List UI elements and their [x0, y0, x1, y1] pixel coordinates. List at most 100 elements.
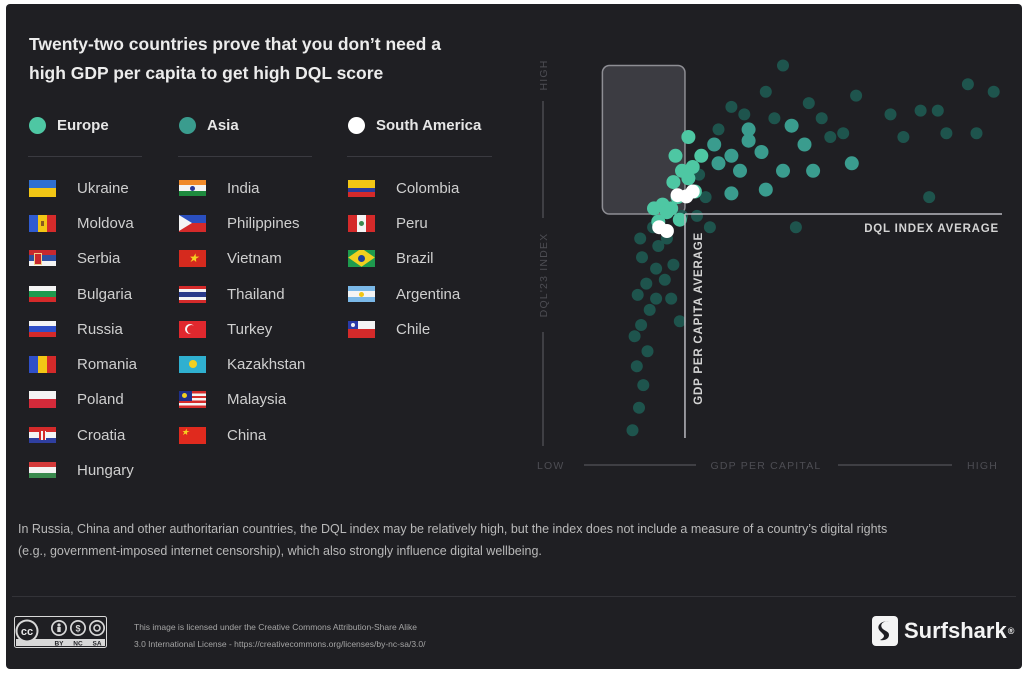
europe-dot-icon: [29, 116, 46, 134]
footnote-line-2: (e.g., government-imposed internet censo…: [18, 544, 542, 558]
point-other-countries-4: [641, 345, 654, 358]
legend-divider-europe: [28, 156, 142, 157]
legend-europe-label: Europe: [57, 116, 109, 134]
point-other-countries-22: [699, 191, 712, 204]
point-other-countries-28: [768, 112, 781, 125]
dql-average-label: DQL INDEX AVERAGE: [864, 223, 999, 235]
point-other-countries-32: [824, 131, 837, 143]
point-other-countries-2: [637, 379, 650, 392]
point-other-countries-42: [987, 85, 1000, 98]
country-label: Malaysia: [227, 390, 287, 408]
point-asia-9: [758, 182, 773, 197]
cc-nc-label: NC: [73, 640, 83, 647]
romania-flag-icon: [29, 355, 56, 373]
vietnam-flag-icon: ★: [179, 249, 206, 267]
country-serbia: Serbia: [29, 247, 120, 269]
point-other-countries-10: [650, 262, 663, 275]
serbia-flag-icon: [29, 249, 56, 267]
point-other-countries-35: [884, 108, 897, 121]
point-europe-1: [681, 130, 696, 144]
cc-logo-text: cc: [21, 626, 33, 638]
ukraine-flag-icon: [29, 179, 56, 197]
country-thailand: Thailand: [179, 283, 285, 305]
country-hungary: Hungary: [29, 459, 134, 481]
country-croatia: Croatia: [29, 424, 125, 446]
country-label: Serbia: [77, 249, 121, 267]
country-vietnam: ★ Vietnam: [179, 247, 282, 269]
malaysia-flag-icon: [179, 390, 206, 408]
colombia-flag-icon: [348, 179, 375, 197]
country-label: Philippines: [227, 214, 300, 232]
creative-commons-badge: cc $ BY NC SA: [14, 616, 107, 648]
point-other-countries-16: [673, 315, 686, 328]
country-label: Ukraine: [77, 179, 129, 197]
croatia-flag-icon: [29, 426, 56, 444]
point-europe-6: [666, 175, 681, 190]
scatter-chart: DQL INDEX AVERAGE GDP PER CAPITA AVERAGE…: [537, 59, 1002, 472]
country-label: Poland: [77, 390, 124, 408]
moldova-flag-icon: [29, 214, 56, 232]
country-label: Croatia: [77, 426, 126, 444]
country-brazil: Brazil: [348, 247, 434, 269]
country-label: Moldova: [77, 214, 134, 232]
country-romania: Romania: [29, 353, 137, 375]
country-label: Romania: [77, 355, 138, 373]
country-label: Kazakhstan: [227, 355, 306, 373]
point-other-countries-12: [652, 240, 665, 252]
point-other-countries-38: [931, 104, 944, 117]
argentina-flag-icon: [348, 285, 375, 303]
point-south-america-2: [685, 184, 700, 199]
point-asia-1: [724, 148, 739, 163]
point-other-countries-41: [970, 127, 983, 140]
point-other-countries-19: [650, 292, 663, 305]
country-label: Turkey: [227, 320, 273, 338]
point-asia-2: [733, 163, 747, 178]
point-asia-0: [707, 137, 722, 152]
point-other-countries-1: [633, 401, 645, 414]
point-other-countries-24: [712, 123, 725, 136]
india-flag-icon: [179, 179, 206, 197]
cc-sa-label: SA: [92, 640, 101, 647]
license-line-2: 3.0 International License - https://crea…: [134, 639, 426, 649]
point-asia-6: [784, 118, 799, 133]
gdp-average-label: GDP PER CAPITA AVERAGE: [693, 232, 705, 405]
point-asia-4: [711, 156, 726, 171]
country-label: India: [227, 179, 260, 197]
legend-south-america-label: South America: [376, 116, 482, 134]
country-label: Vietnam: [227, 249, 282, 267]
license-text: This image is licensed under the Creativ…: [134, 619, 426, 653]
country-chile: Chile: [348, 318, 430, 340]
poland-flag-icon: [29, 390, 56, 408]
point-europe-13: [664, 201, 679, 216]
bulgaria-flag-icon: [29, 285, 56, 303]
point-other-countries-30: [802, 97, 815, 110]
footer-divider: [12, 596, 1016, 597]
point-other-countries-5: [628, 330, 641, 343]
surfshark-icon: [872, 616, 898, 646]
point-other-countries-34: [850, 89, 863, 102]
asia-dot-icon: [179, 116, 196, 134]
point-asia-5: [754, 145, 769, 159]
point-other-countries-15: [658, 273, 671, 286]
brand-registered-mark: ®: [1007, 626, 1015, 636]
country-label: Peru: [396, 214, 428, 232]
brand-name: Surfshark: [904, 618, 1007, 643]
china-flag-icon: ★: [179, 426, 206, 444]
country-china: ★ China: [179, 424, 266, 446]
point-other-countries-17: [667, 258, 680, 271]
legend-europe: Europe: [29, 114, 109, 136]
country-colombia: Colombia: [348, 177, 459, 199]
point-other-countries-20: [665, 292, 678, 305]
hungary-flag-icon: [29, 461, 56, 479]
point-europe-14: [672, 212, 687, 227]
country-malaysia: Malaysia: [179, 388, 286, 410]
x-axis-label: GDP PER CAPITAL: [711, 460, 822, 472]
point-europe-0: [668, 148, 683, 163]
country-moldova: Moldova: [29, 212, 134, 234]
country-peru: Peru: [348, 212, 428, 234]
point-asia-10: [724, 186, 739, 201]
point-other-countries-26: [738, 108, 751, 121]
point-other-countries-0: [626, 424, 639, 437]
country-label: Brazil: [396, 249, 434, 267]
country-label: Bulgaria: [77, 285, 133, 303]
